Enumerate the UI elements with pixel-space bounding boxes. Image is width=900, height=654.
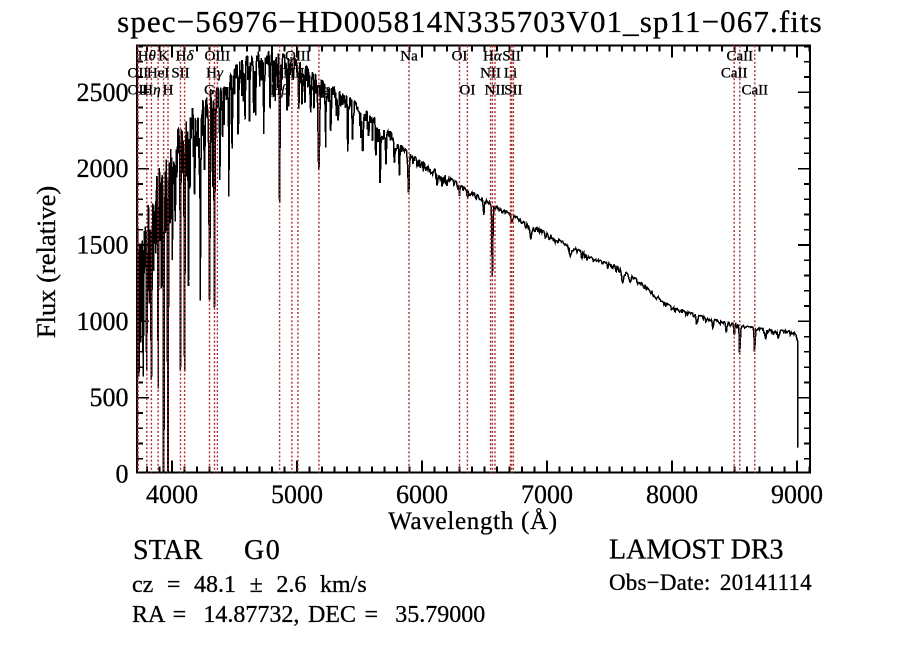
svg-text:OII: OII [128, 83, 149, 99]
svg-text:cz = 48.1 ± 2.6 km/s: cz = 48.1 ± 2.6 km/s [132, 572, 367, 598]
svg-text:7000: 7000 [521, 480, 573, 509]
svg-text:500: 500 [90, 383, 129, 412]
svg-text:Obs−Date: 20141114: Obs−Date: 20141114 [609, 570, 812, 595]
svg-text:OI: OI [452, 49, 468, 65]
svg-text:NII: NII [485, 83, 506, 99]
svg-text:RA = 14.87732, DEC = 35.7900: RA = 14.87732, DEC = 35.79000 [132, 602, 485, 628]
svg-text:Flux (relative): Flux (relative) [31, 186, 61, 338]
svg-text:2000: 2000 [77, 154, 129, 183]
svg-text:NII: NII [480, 66, 501, 82]
svg-text:OII: OII [127, 66, 148, 82]
svg-text:Hβ: Hβ [270, 83, 289, 99]
svg-text:Hδ: Hδ [176, 49, 195, 65]
svg-text:Hα: Hα [483, 49, 503, 65]
svg-text:4000: 4000 [146, 480, 198, 509]
svg-text:CaII: CaII [726, 49, 753, 65]
svg-text:K: K [158, 49, 169, 65]
svg-text:G0: G0 [244, 535, 281, 566]
svg-text:OI: OI [459, 83, 475, 99]
svg-text:Wavelength (Å): Wavelength (Å) [388, 508, 558, 535]
svg-text:OIII: OIII [285, 49, 311, 65]
svg-text:LAMOST DR3: LAMOST DR3 [609, 535, 784, 566]
svg-text:1500: 1500 [77, 231, 129, 260]
svg-text:Mg: Mg [308, 83, 329, 99]
svg-text:spec−56976−HD005814N335703V01_: spec−56976−HD005814N335703V01_sp11−067.f… [117, 4, 823, 39]
svg-text:CaII: CaII [741, 83, 768, 99]
svg-text:OIII: OIII [279, 66, 305, 82]
svg-text:9000: 9000 [771, 480, 823, 509]
svg-text:H: H [163, 83, 174, 99]
svg-text:Li: Li [504, 66, 517, 82]
svg-text:G: G [204, 83, 215, 99]
svg-text:SII: SII [171, 66, 189, 82]
svg-text:5000: 5000 [271, 480, 323, 509]
svg-text:2500: 2500 [77, 78, 129, 107]
svg-text:1000: 1000 [77, 307, 129, 336]
svg-text:Na: Na [400, 49, 418, 65]
svg-text:0: 0 [116, 460, 129, 489]
svg-text:Hη: Hη [142, 83, 160, 99]
svg-text:STAR: STAR [133, 535, 203, 566]
svg-text:SII: SII [504, 83, 522, 99]
svg-text:CaII: CaII [721, 66, 748, 82]
svg-text:OIII: OIII [204, 49, 230, 65]
svg-text:SII: SII [502, 49, 520, 65]
svg-text:6000: 6000 [396, 480, 448, 509]
svg-text:Hθ: Hθ [138, 49, 157, 65]
svg-text:HeI: HeI [147, 66, 170, 82]
svg-text:Hγ: Hγ [206, 66, 224, 82]
svg-text:8000: 8000 [646, 480, 698, 509]
